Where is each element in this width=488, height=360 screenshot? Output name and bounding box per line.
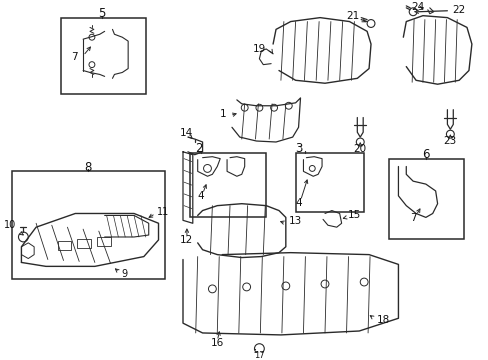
Text: 15: 15 xyxy=(347,211,360,220)
Text: 18: 18 xyxy=(376,315,389,325)
Text: 16: 16 xyxy=(210,338,224,348)
Text: 4: 4 xyxy=(197,191,203,201)
Bar xyxy=(189,153,265,217)
Text: 24: 24 xyxy=(410,2,424,12)
Text: 22: 22 xyxy=(451,5,465,15)
Text: 13: 13 xyxy=(288,216,302,226)
Text: 6: 6 xyxy=(421,148,429,161)
Text: 21: 21 xyxy=(346,11,359,21)
Text: 17: 17 xyxy=(254,351,264,360)
Text: 20: 20 xyxy=(353,144,366,154)
Bar xyxy=(97,237,110,246)
Text: 7: 7 xyxy=(71,52,78,62)
Bar xyxy=(295,153,364,212)
Text: 23: 23 xyxy=(443,136,456,146)
Text: 10: 10 xyxy=(4,220,17,230)
Bar xyxy=(12,171,165,279)
Text: 8: 8 xyxy=(84,161,92,174)
Bar xyxy=(61,18,145,94)
Text: 1: 1 xyxy=(219,109,225,118)
Text: 4: 4 xyxy=(295,198,301,208)
Bar xyxy=(388,159,463,239)
Text: 12: 12 xyxy=(180,235,193,245)
Text: 3: 3 xyxy=(295,142,303,156)
Text: 11: 11 xyxy=(156,207,168,216)
Bar xyxy=(58,241,71,250)
Text: 7: 7 xyxy=(409,213,416,223)
Text: 5: 5 xyxy=(98,7,105,20)
Text: 9: 9 xyxy=(121,269,127,279)
Text: 19: 19 xyxy=(252,44,265,54)
Text: 2: 2 xyxy=(194,142,202,156)
Bar xyxy=(77,239,91,248)
Text: 14: 14 xyxy=(179,128,192,138)
